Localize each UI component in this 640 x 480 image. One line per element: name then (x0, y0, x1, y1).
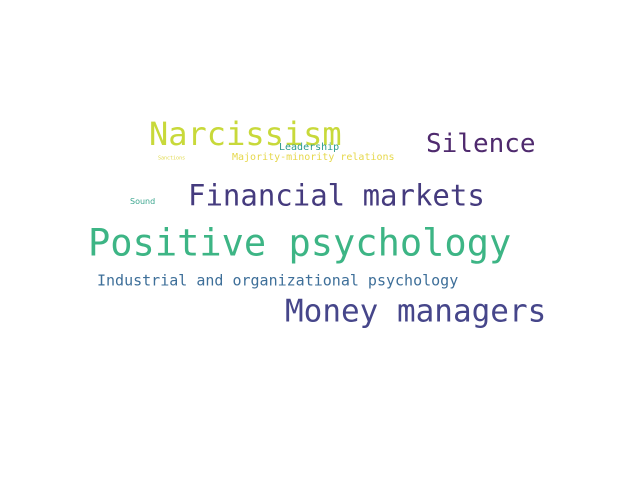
word-sanctions: Sanctions (158, 155, 186, 162)
word-majority-minority-relations: Majority-minority relations (232, 152, 395, 163)
word-positive-psychology: Positive psychology (88, 221, 512, 265)
word-money-managers: Money managers (285, 293, 547, 330)
word-financial-markets: Financial markets (188, 178, 485, 213)
word-narcissism: Narcissism (149, 115, 342, 153)
word-leadership: Leadership (279, 142, 340, 153)
word-sound: Sound (130, 197, 156, 206)
word-industrial-and-organizational-psychology: Industrial and organizational psychology (97, 271, 459, 290)
word-silence: Silence (426, 129, 536, 159)
